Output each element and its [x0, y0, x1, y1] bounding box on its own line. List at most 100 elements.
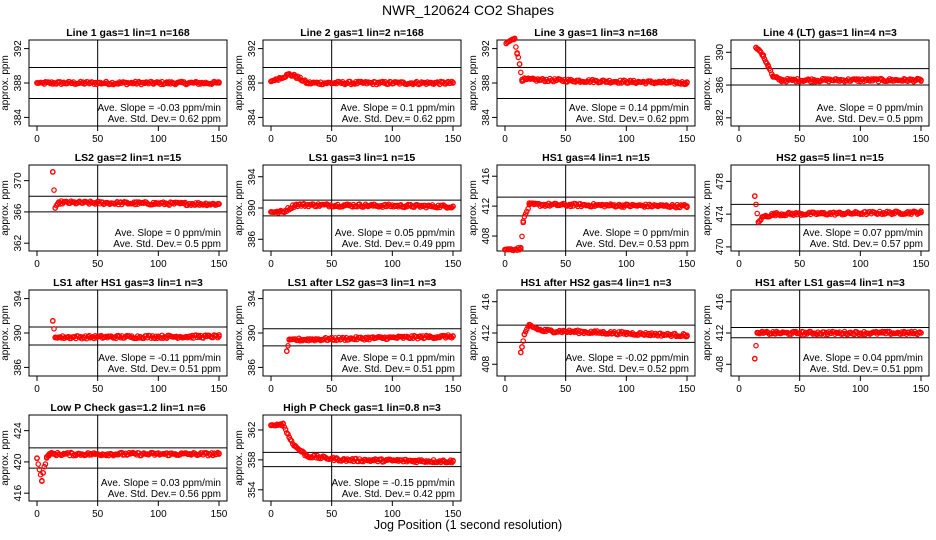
data-point	[753, 201, 759, 208]
data-point	[517, 69, 524, 76]
data-point	[502, 246, 508, 253]
data-point	[268, 78, 274, 85]
y-axis-label: approx. ppm	[234, 55, 245, 111]
slope-annotation: Ave. Slope = 0.1 ppm/min	[340, 103, 455, 114]
data-point	[521, 331, 528, 338]
y-axis-label: approx. ppm	[468, 55, 479, 111]
data-point	[450, 458, 456, 465]
y-tick-label: 392	[481, 40, 492, 57]
y-axis-label: approx. ppm	[468, 180, 479, 236]
panel-title: Line 4 (LT) gas=1 lin=4 n=3	[763, 27, 897, 39]
y-tick-label: 362	[247, 421, 258, 438]
data-point	[447, 333, 454, 340]
panel-14: High P Check gas=1 lin=0.8 n=3 0 50 100 150 3…	[234, 402, 462, 520]
x-tick-label: 100	[384, 509, 401, 520]
data-point	[507, 38, 513, 44]
slope-annotation: Ave. Slope = 0.1 ppm/min	[340, 353, 455, 364]
data-point	[754, 330, 761, 336]
panel-title: HS1 gas=4 lin=1 n=15	[542, 152, 650, 164]
data-point	[304, 80, 311, 86]
panel-8: HS2 gas=5 lin=1 n=15 0 50 100 150 470 474 478ap…	[702, 152, 930, 270]
y-tick-label: 382	[715, 109, 726, 126]
data-point	[918, 209, 924, 216]
slope-annotation: Ave. Slope = 0 ppm/min	[583, 228, 689, 239]
figure-xlabel: Jog Position (1 second resolution)	[373, 518, 563, 532]
x-tick-label: 150	[211, 259, 228, 270]
y-axis-label: approx. ppm	[0, 180, 11, 236]
x-tick-label: 100	[852, 134, 869, 145]
x-tick-label: 100	[618, 134, 635, 145]
x-tick-label: 50	[92, 259, 104, 270]
stddev-annotation: Ave. Std. Dev.= 0.51 ppm	[108, 364, 221, 375]
y-tick-label: 354	[247, 481, 258, 498]
x-tick-label: 150	[211, 384, 228, 395]
data-point	[51, 187, 57, 193]
data-point	[46, 451, 52, 457]
data-point	[526, 322, 533, 329]
data-point	[614, 331, 621, 338]
data-point	[299, 448, 306, 455]
panel-11: HS1 after HS2 gas=4 lin=1 n=3 0 50 100 150 40…	[468, 277, 696, 395]
y-tick-label: 412	[481, 324, 492, 341]
data-point	[39, 477, 45, 484]
y-tick-label: 416	[481, 293, 492, 310]
x-tick-label: 0	[268, 134, 274, 145]
x-tick-label: 150	[679, 384, 696, 395]
data-point	[36, 466, 43, 473]
data-point	[519, 344, 525, 350]
x-tick-label: 50	[326, 134, 338, 145]
slope-annotation: Ave. Slope = -0.03 ppm/min	[98, 103, 222, 114]
data-point	[772, 330, 779, 336]
y-tick-label: 362	[13, 234, 24, 251]
x-tick-label: 100	[618, 384, 635, 395]
x-tick-label: 100	[150, 134, 167, 145]
data-point	[216, 451, 222, 457]
y-axis-label: approx. ppm	[0, 55, 11, 111]
x-tick-label: 100	[150, 509, 167, 520]
data-point	[52, 334, 59, 341]
y-axis-label: approx. ppm	[0, 305, 11, 361]
data-point	[49, 169, 56, 175]
data-point	[788, 76, 795, 83]
data-point	[292, 73, 299, 79]
data-point	[755, 219, 762, 226]
y-tick-label: 416	[13, 484, 24, 501]
panel-title: Line 3 gas=1 lin=3 n=168	[534, 27, 658, 39]
data-point	[340, 457, 347, 463]
data-point	[513, 44, 519, 50]
x-tick-label: 150	[445, 134, 462, 145]
x-tick-label: 50	[560, 134, 572, 145]
y-tick-label: 390	[247, 324, 258, 341]
x-tick-label: 150	[445, 384, 462, 395]
x-tick-label: 150	[211, 134, 228, 145]
slope-annotation: Ave. Slope = 0.07 ppm/min	[803, 228, 923, 239]
panel-6: LS1 gas=3 lin=1 n=15 0 50 100 150 386 390 394ap…	[234, 152, 462, 270]
x-tick-label: 50	[326, 259, 338, 270]
y-tick-label: 366	[13, 203, 24, 220]
x-tick-label: 150	[913, 384, 930, 395]
x-tick-label: 100	[852, 259, 869, 270]
x-tick-label: 50	[560, 384, 572, 395]
x-tick-label: 150	[913, 259, 930, 270]
panel-title: Line 2 gas=1 lin=2 n=168	[300, 27, 424, 39]
y-axis-label: approx. ppm	[702, 180, 713, 236]
data-point	[34, 80, 40, 86]
data-point	[516, 61, 523, 67]
y-tick-label: 384	[247, 109, 258, 126]
x-tick-label: 0	[268, 384, 274, 395]
data-point	[43, 455, 50, 461]
data-point	[765, 62, 771, 69]
y-axis-label: approx. ppm	[702, 305, 713, 361]
data-point	[285, 431, 291, 438]
y-tick-label: 394	[247, 290, 258, 307]
panel-frame	[730, 39, 930, 127]
x-tick-label: 100	[384, 134, 401, 145]
data-point	[753, 342, 759, 349]
data-point	[177, 200, 184, 207]
panel-7: HS1 gas=4 lin=1 n=15 0 50 100 150 408 412 416ap…	[468, 152, 696, 270]
data-point	[684, 80, 690, 86]
data-point	[215, 334, 221, 341]
slope-annotation: Ave. Slope = 0 ppm/min	[115, 228, 221, 239]
y-tick-label: 420	[13, 453, 24, 470]
